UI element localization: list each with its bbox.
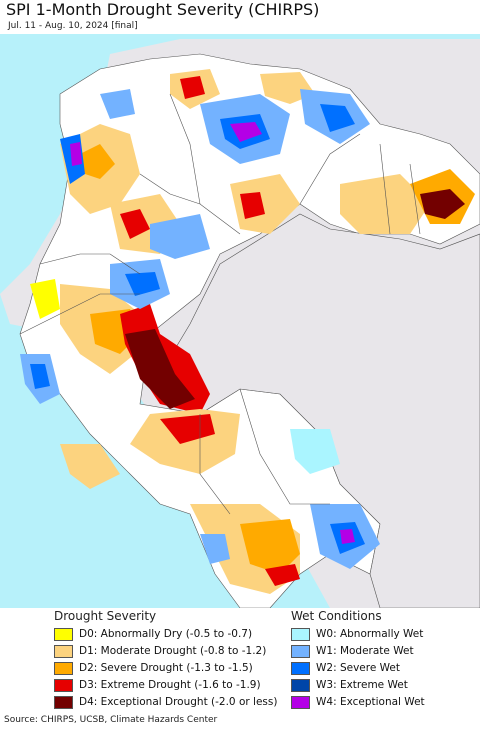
legend-label: W0: Abnormally Wet [316,628,424,640]
legend-label: D3: Extreme Drought (-1.6 to -1.9) [79,679,261,691]
legend-swatch [291,695,310,709]
legend-swatch [54,678,73,692]
legend-item-d3: D3: Extreme Drought (-1.6 to -1.9) [54,678,261,692]
legend-swatch [54,695,73,709]
legend-label: D2: Severe Drought (-1.3 to -1.5) [79,662,253,674]
country-borders [19,93,421,515]
legend-item-d2: D2: Severe Drought (-1.3 to -1.5) [54,661,253,675]
legend-item-w1: W1: Moderate Wet [291,644,414,658]
legend-item-d1: D1: Moderate Drought (-0.8 to -1.2) [54,644,266,658]
legend-swatch [291,627,310,641]
legend-item-w4: W4: Exceptional Wet [291,695,425,709]
legend-swatch [54,644,73,658]
legend-label: W3: Extreme Wet [316,679,408,691]
legend-label: D4: Exceptional Drought (-2.0 or less) [79,696,278,708]
legend-item-d4: D4: Exceptional Drought (-2.0 or less) [54,695,277,709]
legend-label: W4: Exceptional Wet [316,696,425,708]
legend-item-w0: W0: Abnormally Wet [291,627,423,641]
drought-legend-title: Drought Severity [54,609,157,623]
legend-swatch [291,678,310,692]
wet-areas [20,89,380,569]
map-subtitle: Jul. 11 - Aug. 10, 2024 [final] [8,21,138,31]
legend-item-w2: W2: Severe Wet [291,661,400,675]
legend-item-w3: W3: Extreme Wet [291,678,408,692]
source-credit: Source: CHIRPS, UCSB, Climate Hazards Ce… [4,715,218,725]
drought-map [0,34,480,608]
legend-swatch [291,644,310,658]
legend-label: D1: Moderate Drought (-0.8 to -1.2) [79,645,267,657]
legend-label: D0: Abnormally Dry (-0.5 to -0.7) [79,628,253,640]
wet-legend-title: Wet Conditions [291,609,382,623]
legend-label: W2: Severe Wet [316,662,400,674]
legend-label: W1: Moderate Wet [316,645,414,657]
legend-item-d0: D0: Abnormally Dry (-0.5 to -0.7) [54,627,252,641]
legend-swatch [54,661,73,675]
legend-swatch [54,627,73,641]
map-title: SPI 1-Month Drought Severity (CHIRPS) [6,0,320,19]
legend-swatch [291,661,310,675]
